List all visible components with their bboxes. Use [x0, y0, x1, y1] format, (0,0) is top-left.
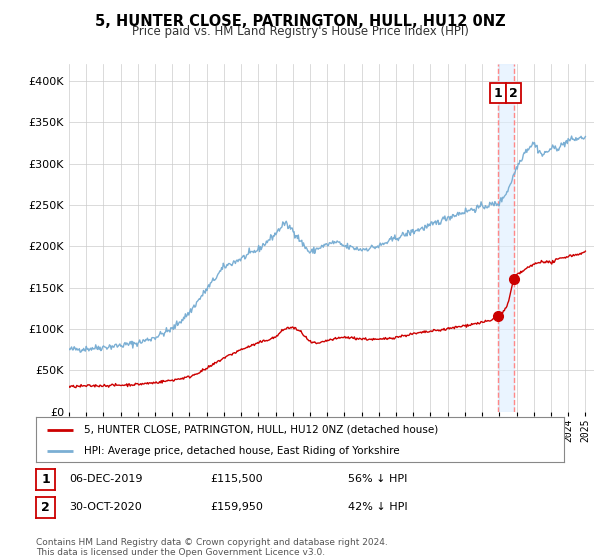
Text: £115,500: £115,500 — [210, 474, 263, 484]
Text: 5, HUNTER CLOSE, PATRINGTON, HULL, HU12 0NZ: 5, HUNTER CLOSE, PATRINGTON, HULL, HU12 … — [95, 14, 505, 29]
Text: £159,950: £159,950 — [210, 502, 263, 512]
Text: Contains HM Land Registry data © Crown copyright and database right 2024.
This d: Contains HM Land Registry data © Crown c… — [36, 538, 388, 557]
Text: 1: 1 — [41, 473, 50, 486]
Text: 2: 2 — [41, 501, 50, 514]
Text: 42% ↓ HPI: 42% ↓ HPI — [348, 502, 407, 512]
Text: 5, HUNTER CLOSE, PATRINGTON, HULL, HU12 0NZ (detached house): 5, HUNTER CLOSE, PATRINGTON, HULL, HU12 … — [83, 424, 438, 435]
Text: 56% ↓ HPI: 56% ↓ HPI — [348, 474, 407, 484]
Text: Price paid vs. HM Land Registry's House Price Index (HPI): Price paid vs. HM Land Registry's House … — [131, 25, 469, 38]
Text: 06-DEC-2019: 06-DEC-2019 — [69, 474, 143, 484]
Bar — [498, 64, 514, 412]
Text: HPI: Average price, detached house, East Riding of Yorkshire: HPI: Average price, detached house, East… — [83, 446, 399, 456]
Text: 1: 1 — [494, 87, 502, 100]
Text: 2: 2 — [509, 87, 518, 100]
Text: 30-OCT-2020: 30-OCT-2020 — [69, 502, 142, 512]
